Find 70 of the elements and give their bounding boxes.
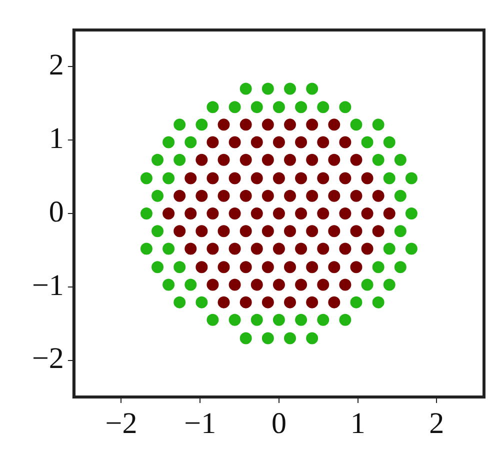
point [306, 82, 318, 95]
y-tick-label: 1 [48, 122, 64, 155]
point [383, 242, 396, 255]
point [174, 118, 186, 131]
point [162, 136, 175, 148]
x-tick-label: −2 [105, 406, 138, 440]
point [405, 242, 418, 255]
point [405, 172, 418, 184]
point [272, 314, 285, 326]
point [317, 314, 330, 326]
point [152, 225, 164, 238]
point [262, 332, 274, 344]
point [162, 242, 175, 255]
point [284, 82, 296, 95]
point [306, 332, 318, 344]
point [184, 278, 197, 291]
y-tick-label: −1 [32, 268, 64, 302]
point [372, 118, 384, 131]
point [394, 190, 406, 202]
point [272, 101, 285, 114]
point [162, 172, 175, 184]
point [383, 172, 396, 184]
point [228, 314, 241, 326]
point [350, 296, 362, 308]
point [174, 261, 186, 274]
point [174, 296, 186, 308]
point [361, 278, 374, 291]
point [372, 296, 384, 308]
point [184, 136, 197, 148]
y-tick-label: 0 [48, 195, 64, 228]
point [228, 101, 241, 114]
point [152, 154, 164, 166]
point [350, 118, 362, 131]
point [405, 208, 418, 220]
point [262, 82, 274, 95]
point [140, 242, 152, 255]
point [339, 314, 352, 326]
point [196, 118, 208, 131]
point [284, 332, 296, 344]
point [383, 136, 396, 148]
point [394, 225, 406, 238]
point [317, 101, 330, 114]
point [394, 154, 406, 166]
point [295, 101, 308, 114]
point [152, 261, 164, 274]
point [339, 101, 352, 114]
x-tick-label: 1 [350, 406, 366, 440]
point [196, 296, 208, 308]
x-tick-label: −1 [184, 406, 216, 440]
point [240, 82, 252, 95]
point [383, 278, 396, 291]
y-tick-label: 2 [48, 48, 64, 82]
point [361, 136, 374, 148]
point [240, 332, 252, 344]
point [206, 101, 219, 114]
point [140, 208, 152, 220]
point [206, 314, 219, 326]
point [140, 172, 152, 184]
point [174, 154, 186, 166]
point [152, 190, 164, 202]
x-tick-label: 0 [271, 406, 286, 440]
point [372, 261, 384, 274]
point [250, 101, 263, 114]
point [250, 314, 263, 326]
point [162, 278, 175, 291]
point [372, 154, 384, 166]
x-tick-label: 2 [429, 406, 444, 440]
point [394, 261, 406, 274]
y-tick-label: −2 [32, 342, 64, 376]
point [295, 314, 308, 326]
